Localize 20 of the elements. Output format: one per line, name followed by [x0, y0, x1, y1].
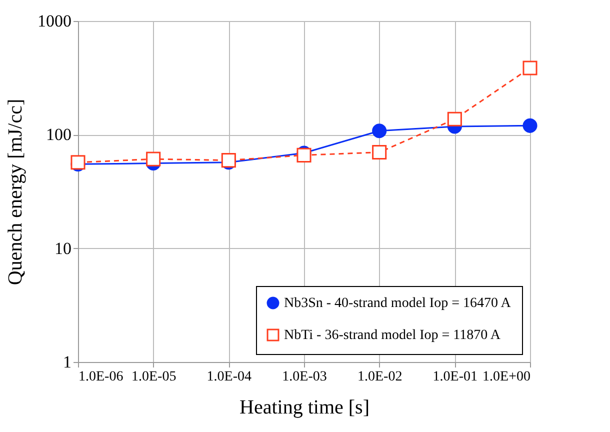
point — [146, 152, 161, 166]
y-tick-label: 1000 — [38, 12, 72, 30]
x-tick-label: 1.0E-06 — [78, 370, 124, 384]
point — [522, 118, 538, 133]
x-tick-label: 1.0E+00 — [482, 370, 530, 384]
legend-label: NbTi - 36-strand model Iop = 11870 A — [284, 328, 502, 343]
y-axis-title: Quench energy [mJ/cc] — [4, 98, 26, 286]
y-tick-label: 1 — [63, 352, 72, 372]
x-tick-label: 1.0E-01 — [432, 370, 478, 384]
x-tick-label: 1.0E-03 — [282, 370, 327, 384]
x-tick-label: 1.0E-02 — [357, 370, 402, 384]
x-axis-title: Heating time [s] — [240, 396, 370, 418]
x-tick-label: 1.0E-04 — [206, 370, 252, 384]
y-tick-label: 100 — [46, 125, 72, 144]
point — [447, 112, 462, 126]
y-tick-label: 10 — [54, 238, 72, 258]
x-tick-label: 1.0E-05 — [131, 370, 176, 384]
point — [522, 60, 538, 76]
legend-label: Nb3Sn - 40-strand model Iop = 16470 A — [284, 296, 512, 311]
point — [372, 124, 387, 138]
